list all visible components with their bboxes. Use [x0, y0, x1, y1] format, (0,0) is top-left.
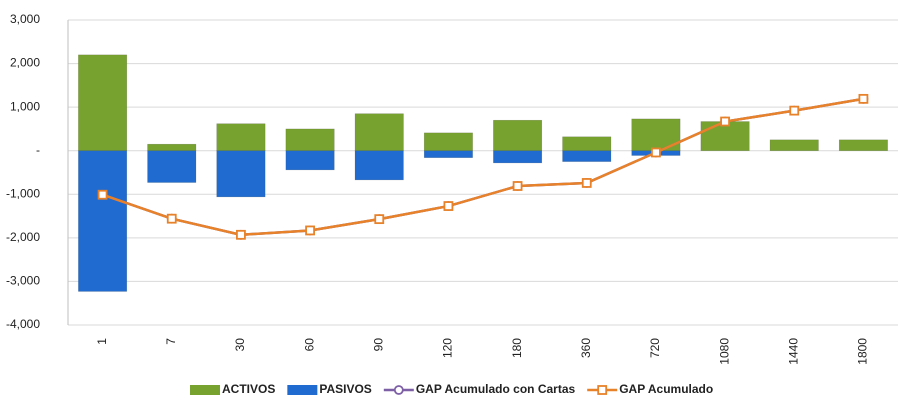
marker [166, 213, 177, 224]
bar [493, 150, 543, 164]
x-tick-label: 30 [233, 338, 247, 352]
y-tick-label: 1,000 [10, 99, 40, 113]
marker [374, 214, 385, 225]
marker [97, 189, 108, 200]
x-tick-label: 720 [648, 338, 662, 358]
y-tick-label: -1,000 [6, 186, 40, 200]
y-tick-label: -2,000 [6, 230, 40, 244]
bar [838, 139, 888, 151]
x-tick-label: 180 [510, 338, 524, 358]
legend-label: ACTIVOS [222, 382, 275, 396]
x-tick-label: 90 [371, 338, 385, 352]
legend-marker [393, 385, 404, 395]
y-tick-label: -4,000 [6, 317, 40, 331]
bar [562, 150, 612, 162]
bar [769, 139, 819, 151]
x-tick-label: 360 [579, 338, 593, 358]
x-tick-label: 1 [95, 338, 109, 345]
marker [789, 105, 800, 116]
legend-swatch [287, 385, 318, 395]
legend-marker [597, 385, 608, 395]
bar [562, 136, 612, 151]
marker [236, 229, 246, 240]
y-tick-label: 2,000 [10, 56, 40, 70]
x-tick-label: 7 [164, 338, 178, 345]
legend-label: GAP Acumulado con Cartas [416, 382, 576, 396]
marker [720, 116, 730, 127]
x-tick-label: 1080 [717, 338, 731, 365]
bar [216, 150, 266, 198]
bar [78, 150, 128, 292]
marker [651, 147, 661, 158]
marker [512, 181, 523, 191]
x-tick-label: 1800 [856, 338, 870, 365]
bar [78, 54, 128, 151]
bar [354, 113, 404, 151]
legend-label: PASIVOS [319, 382, 371, 396]
marker [443, 201, 454, 211]
marker [858, 93, 869, 104]
legend-label: GAP Acumulado [619, 382, 713, 396]
bar [285, 128, 335, 151]
y-tick-label: -3,000 [6, 274, 40, 288]
bar [285, 150, 335, 171]
bar [147, 143, 197, 151]
legend-swatch [190, 385, 220, 395]
bar [216, 123, 266, 151]
y-tick-label: 3,000 [10, 12, 40, 26]
bar [493, 119, 543, 151]
y-tick-label: - [36, 143, 40, 157]
x-tick-label: 1440 [786, 338, 800, 365]
bar [147, 150, 197, 183]
x-tick-label: 120 [441, 338, 455, 358]
marker [305, 225, 315, 236]
bar [423, 132, 473, 151]
x-tick-label: 60 [302, 338, 316, 352]
marker [581, 178, 592, 188]
line [102, 97, 864, 237]
bar [423, 150, 473, 158]
bar [354, 150, 404, 181]
